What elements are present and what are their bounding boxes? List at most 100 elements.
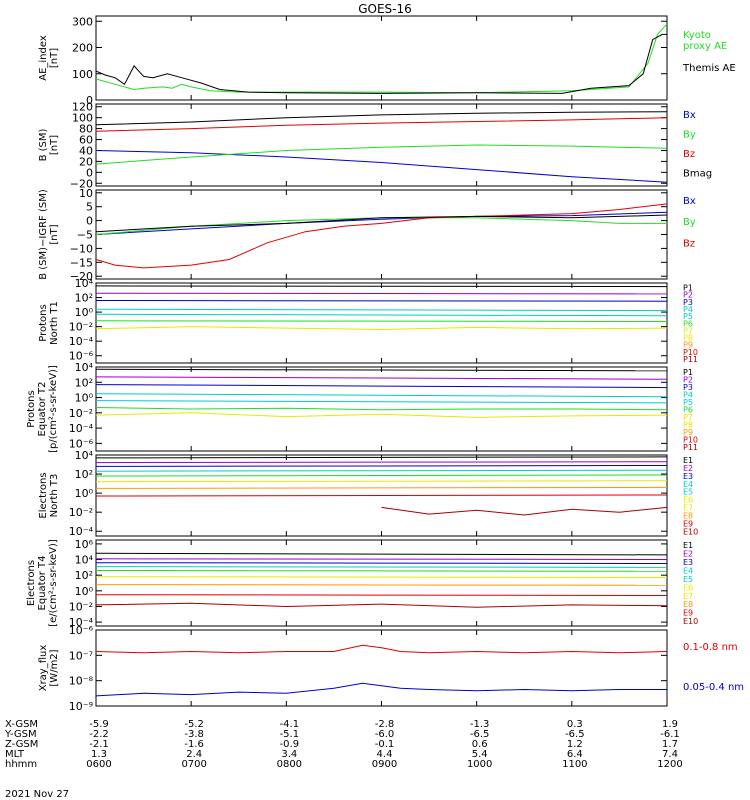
y-tick-label: 100 (72, 112, 93, 125)
ephemeris-value: -5.9 (89, 719, 109, 730)
y-tick-label: 40 (79, 144, 93, 157)
y-tick-label: 10² (75, 569, 93, 582)
series-line-e4 (96, 469, 667, 472)
ephemeris-value: -0.9 (280, 739, 300, 750)
y-axis-title: [nT] (49, 48, 60, 68)
series-line-p2 (96, 292, 667, 295)
y-tick-label: −15 (70, 256, 93, 269)
series-line-e6 (96, 480, 667, 483)
y-tick-label: −10 (70, 242, 93, 255)
legend-label: P11 (683, 443, 698, 452)
y-tick-label: 10⁻⁶ (69, 437, 94, 450)
series-group (96, 111, 667, 183)
series-line-e3 (96, 465, 667, 467)
y-tick-label: 10⁻⁷ (69, 649, 93, 662)
y-tick-label: 10⁻⁴ (69, 422, 94, 435)
ephemeris-value: 6.4 (567, 749, 583, 760)
y-tick-label: 10⁻⁴ (69, 335, 94, 348)
legend-label: P10 (683, 348, 698, 357)
legend-label: 0.05-0.4 nm (683, 682, 744, 693)
series-line-p5 (96, 313, 667, 317)
legend-label: E6 (683, 583, 693, 592)
series-line-e2 (96, 461, 667, 464)
series-line-p5 (96, 400, 667, 404)
ephemeris-value: 0.6 (472, 739, 488, 750)
series-line-e9 (96, 602, 667, 608)
legend-label: P8 (683, 334, 693, 343)
ephemeris-value: 1.7 (662, 739, 678, 750)
series-group (96, 203, 667, 269)
ephemeris-value: -6.1 (660, 729, 680, 740)
figure-title: GOES-16 (358, 2, 412, 16)
legend-label: Bmag (683, 169, 712, 180)
y-tick-label: 10⁻² (69, 321, 93, 334)
series-line-p1 (96, 368, 667, 372)
series-line-bx (96, 211, 667, 235)
legend-label: P1 (683, 368, 693, 377)
legend-label: E8 (683, 512, 693, 521)
series-line-e1 (96, 552, 667, 556)
ephemeris-value: 5.4 (472, 749, 488, 760)
y-axis-title: [W/m2] (49, 649, 60, 686)
legend-label: E9 (683, 609, 693, 618)
series-line-p1 (96, 285, 667, 288)
series-line-p2 (96, 376, 667, 380)
ephemeris-value: 1.2 (567, 739, 583, 750)
ephemeris-value: -6.0 (375, 729, 395, 740)
legend-label: E3 (683, 558, 693, 567)
legend-label: E2 (683, 550, 693, 559)
legend-label: P4 (683, 390, 693, 399)
y-axis-title: Electrons (38, 472, 49, 518)
legend-label: E2 (683, 464, 693, 473)
ephemeris-value: -1.3 (470, 719, 490, 730)
legend-label: P7 (683, 326, 693, 335)
y-tick-label: 10² (75, 376, 93, 389)
legend-label: 0.1-0.8 nm (683, 642, 738, 653)
y-tick-label: 10⁻⁶ (69, 624, 94, 637)
legend-label: P11 (683, 355, 698, 364)
y-tick-label: −5 (77, 229, 93, 242)
y-tick-label: 20 (79, 155, 93, 168)
legend-label: P8 (683, 420, 693, 429)
y-tick-label: 10⁴ (75, 449, 94, 462)
legend-label: Bx (683, 110, 696, 121)
legend-label: E3 (683, 472, 693, 481)
ephemeris-value: 1200 (657, 759, 682, 770)
series-group (96, 368, 667, 418)
series-group (96, 456, 667, 516)
panel-pt2: 10⁻⁶ 10⁻⁴ 10⁻² 10⁰ 10² 10⁴ Protons Equator T2 [p… (26, 361, 698, 453)
y-axis-title: Xray_flux (38, 645, 49, 692)
y-axis-title: [nT] (49, 135, 60, 155)
y-tick-label: 10⁰ (75, 392, 94, 405)
ephemeris-row-label: Z-GSM (5, 739, 38, 750)
legend-label: P5 (683, 398, 693, 407)
ephemeris-value: -6.5 (565, 729, 585, 740)
series-line-bz (96, 117, 667, 132)
y-tick-label: 10 (79, 187, 93, 200)
series-line-e3 (96, 562, 667, 564)
series-line-p6 (96, 407, 667, 411)
legend-label: P1 (683, 284, 693, 293)
y-tick-label: −20 (70, 270, 93, 283)
ephemeris-value: 1.9 (662, 719, 678, 730)
legend-label: P9 (683, 428, 693, 437)
y-tick-label: −20 (70, 177, 93, 190)
legend-label: Bz (683, 238, 695, 249)
series-group (96, 23, 667, 94)
legend-label: E10 (683, 527, 698, 536)
series-line-0-1-0-8-nm (96, 644, 667, 654)
ephemeris-value: 0800 (277, 759, 302, 770)
legend-label: P3 (683, 298, 693, 307)
y-axis-title: Protons (38, 304, 49, 341)
y-tick-label: 100 (72, 68, 93, 81)
y-tick-label: 120 (72, 101, 93, 114)
y-axis-title: [e/(cm²-s-sr-keV)] (48, 539, 59, 627)
ephemeris-table: X-GSM -5.9 -5.2 -4.1 -2.8 -1.3 0.3 1.9 Y-GSM -2.2… (4, 719, 683, 770)
legend-label: P2 (683, 375, 693, 384)
series-line-e4 (96, 566, 667, 568)
legend-label: E5 (683, 575, 693, 584)
